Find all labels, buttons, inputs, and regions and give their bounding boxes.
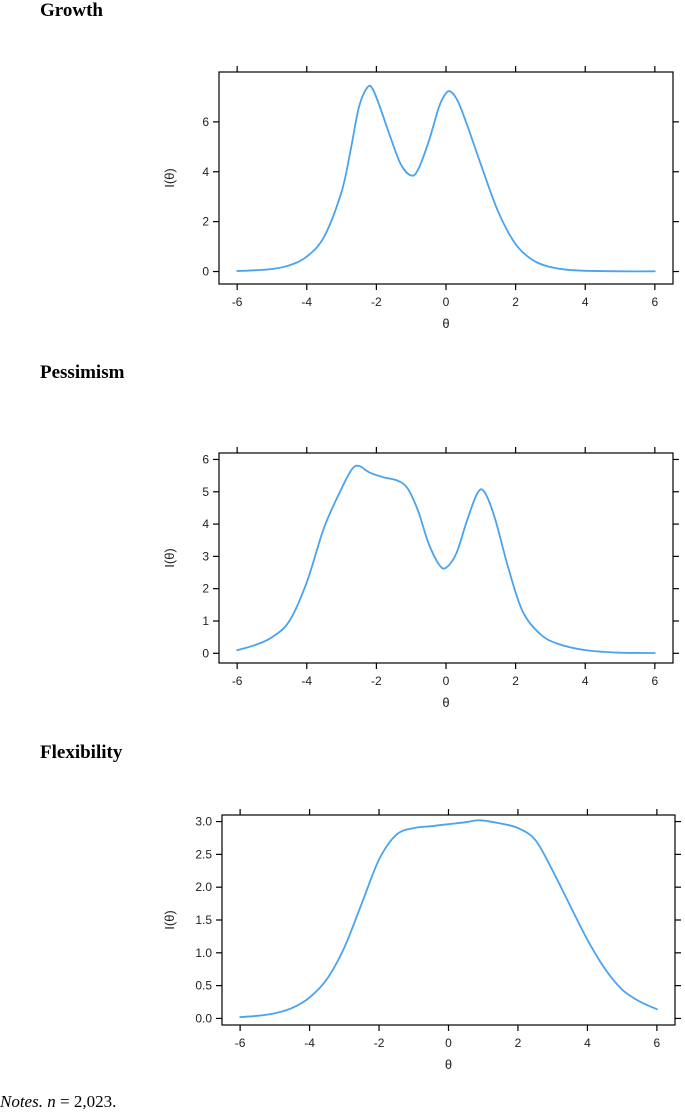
- information-curve: [236, 84, 656, 273]
- information-curve: [236, 464, 656, 654]
- y-tick-label: 2: [202, 582, 209, 596]
- y-tick-label: 3.0: [195, 815, 212, 829]
- x-tick-label: -4: [301, 295, 312, 309]
- y-tick-label: 2.5: [195, 847, 212, 861]
- plot-frame: [218, 71, 674, 285]
- x-tick-label: 2: [512, 295, 519, 309]
- notes-prefix: Notes.: [0, 1092, 43, 1111]
- y-axis-title: I(θ): [162, 548, 177, 568]
- y-tick-label: 4: [202, 165, 209, 179]
- y-tick-label: 0.5: [195, 979, 212, 993]
- x-tick-label: -6: [232, 295, 243, 309]
- x-tick-label: -2: [371, 295, 382, 309]
- notes: Notes. n = 2,023.: [0, 1092, 116, 1112]
- x-tick-label: 6: [651, 295, 658, 309]
- y-tick-label: 1.5: [195, 913, 212, 927]
- y-axis-title: I(θ): [162, 910, 177, 930]
- x-tick-label: 4: [582, 295, 589, 309]
- y-tick-label: 2.0: [195, 880, 212, 894]
- pessimism-information-chart: -6 -4 -2 0 2 4 6 0 1 2 3 4 5 6 θ I(θ): [162, 447, 679, 710]
- x-tick-label: -4: [304, 1036, 315, 1050]
- y-tick-label: 6: [202, 115, 209, 129]
- y-axis-title: I(θ): [162, 168, 177, 188]
- plot-frame: [218, 452, 674, 664]
- x-tick-label: 6: [654, 1036, 661, 1050]
- x-axis-title: θ: [445, 1057, 452, 1072]
- y-tick-label: 1: [202, 614, 209, 628]
- x-tick-label: -2: [371, 674, 382, 688]
- y-tick-label: 1.0: [195, 946, 212, 960]
- y-tick-label: 5: [202, 485, 209, 499]
- x-tick-label: 0: [443, 295, 450, 309]
- x-tick-label: -2: [374, 1036, 385, 1050]
- x-tick-label: 6: [651, 674, 658, 688]
- y-tick-label: 2: [202, 215, 209, 229]
- x-tick-label: -4: [301, 674, 312, 688]
- flexibility-information-chart: -6 -4 -2 0 2 4 6 0.0 0.5 1.0 1.5 2.0 2.5 3.0 θ I(θ): [162, 809, 681, 1072]
- x-axis-title: θ: [442, 695, 449, 710]
- y-tick-label: 4: [202, 517, 209, 531]
- x-tick-label: 0: [443, 674, 450, 688]
- x-tick-label: -6: [235, 1036, 246, 1050]
- x-tick-label: -6: [232, 674, 243, 688]
- chart-title-pessimism: Pessimism: [40, 362, 125, 383]
- growth-information-chart: -6 -4 -2 0 2 4 6 0 2 4 6 θ I(θ): [162, 66, 679, 331]
- plot-frame: [221, 814, 676, 1026]
- y-tick-label: 6: [202, 452, 209, 466]
- y-tick-label: 3: [202, 549, 209, 563]
- x-tick-label: 0: [445, 1036, 452, 1050]
- information-curve: [239, 819, 658, 1018]
- chart-title-growth: Growth: [40, 0, 103, 21]
- notes-n-symbol: n: [47, 1092, 56, 1111]
- y-tick-label: 0.0: [195, 1011, 212, 1025]
- notes-text: = 2,023.: [55, 1092, 117, 1111]
- y-tick-label: 0: [202, 265, 209, 279]
- x-tick-label: 4: [584, 1036, 591, 1050]
- chart-title-flexibility: Flexibility: [40, 742, 123, 763]
- y-tick-label: 0: [202, 646, 209, 660]
- x-tick-label: 4: [582, 674, 589, 688]
- x-tick-label: 2: [512, 674, 519, 688]
- x-axis-title: θ: [442, 316, 449, 331]
- x-tick-label: 2: [515, 1036, 522, 1050]
